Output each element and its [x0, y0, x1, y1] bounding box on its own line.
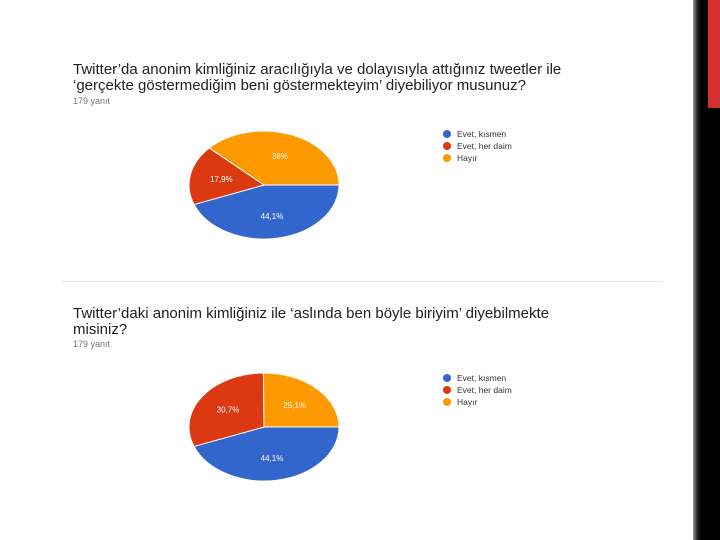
legend-dot-icon	[443, 154, 451, 162]
slide-accent-bar	[708, 0, 720, 108]
legend-dot-icon	[443, 374, 451, 382]
question-card-1: Twitter’da anonim kimliğiniz aracılığıyl…	[62, 52, 662, 280]
pie-slice-label: 17,9%	[210, 175, 233, 184]
section-divider	[62, 281, 662, 282]
pie-chart-1: 44,1% 17,9% 38%	[188, 130, 340, 240]
legend-dot-icon	[443, 386, 451, 394]
legend-label: Hayır	[457, 153, 478, 163]
pie-slice	[193, 184, 340, 240]
question-title-2-line-1: Twitter’daki anonim kimliğiniz ile ‘aslı…	[73, 305, 550, 322]
legend-label: Evet, kısmen	[457, 373, 507, 383]
question-card-2: Twitter’daki anonim kimliğiniz ile ‘aslı…	[62, 296, 662, 540]
response-count-1: 179 yanıt	[73, 96, 111, 106]
question-title-2-line-2: misiniz?	[73, 321, 128, 338]
legend-item: Hayır	[443, 152, 512, 164]
pie-slice	[262, 372, 340, 428]
legend-dot-icon	[443, 142, 451, 150]
legend-item: Evet, kısmen	[443, 372, 512, 384]
pie-slice-label: 44,1%	[261, 212, 284, 221]
pie-slice-label: 44,1%	[261, 454, 284, 463]
legend-label: Evet, her daim	[457, 141, 512, 151]
chart-legend-2: Evet, kısmen Evet, her daim Hayır	[443, 372, 512, 408]
response-count-2: 179 yanıt	[73, 339, 111, 349]
pie-chart-2: 44,1% 30,7% 25,1%	[188, 372, 340, 482]
question-title-2: Twitter’daki anonim kimliğiniz ile ‘aslı…	[73, 306, 643, 338]
question-title-1-line-1: Twitter’da anonim kimliğiniz aracılığıyl…	[73, 61, 562, 78]
legend-item: Evet, her daim	[443, 140, 512, 152]
pie-slice	[193, 426, 340, 482]
pie-slice	[188, 372, 265, 448]
legend-label: Evet, kısmen	[457, 129, 507, 139]
legend-dot-icon	[443, 130, 451, 138]
question-title-1: Twitter’da anonim kimliğiniz aracılığıyl…	[73, 62, 643, 94]
chart-legend-1: Evet, kısmen Evet, her daim Hayır	[443, 128, 512, 164]
legend-item: Hayır	[443, 396, 512, 408]
pie-slice-label: 25,1%	[283, 401, 306, 410]
pie-slice-label: 30,7%	[217, 405, 240, 414]
pie-slice	[208, 130, 340, 186]
question-title-1-line-2: ‘gerçekte göstermediğim beni göstermekte…	[73, 77, 526, 94]
pie-slice-label: 38%	[272, 152, 288, 161]
legend-label: Evet, her daim	[457, 385, 512, 395]
legend-item: Evet, her daim	[443, 384, 512, 396]
legend-label: Hayır	[457, 397, 478, 407]
legend-dot-icon	[443, 398, 451, 406]
pie-slice	[188, 147, 266, 206]
legend-item: Evet, kısmen	[443, 128, 512, 140]
